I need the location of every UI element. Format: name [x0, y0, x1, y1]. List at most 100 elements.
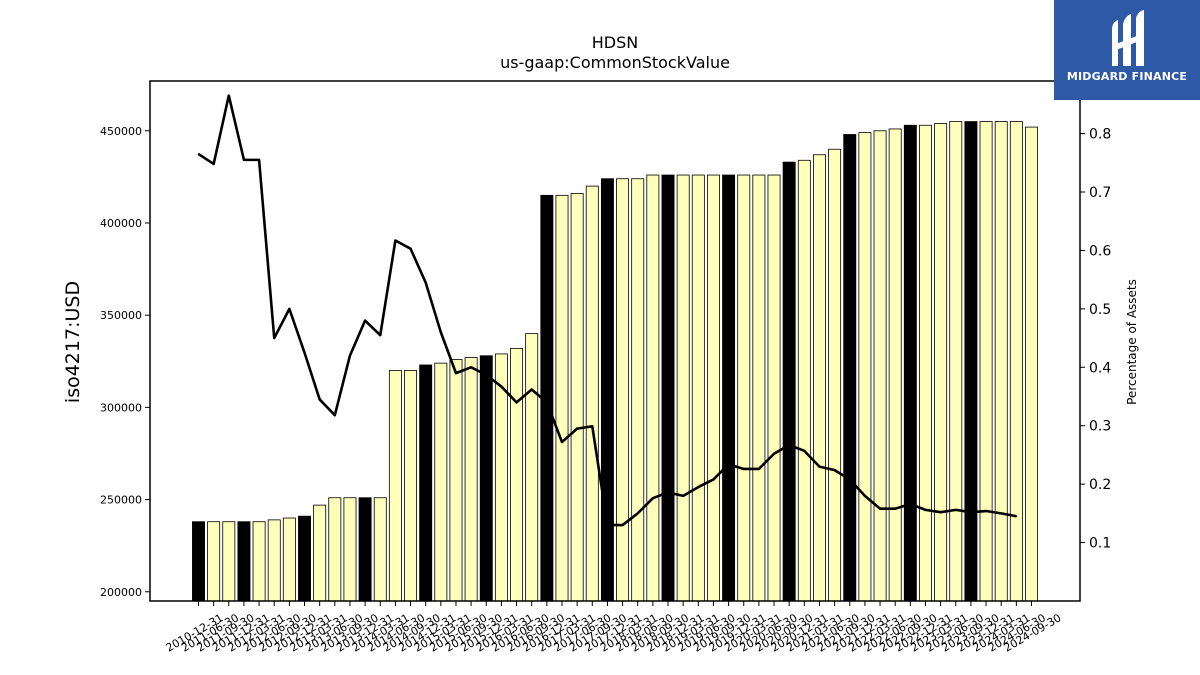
line-point	[334, 414, 336, 417]
line-point	[879, 507, 881, 510]
bar	[828, 148, 842, 602]
bar	[1009, 121, 1023, 602]
line-point	[455, 372, 457, 374]
midgard-finance-logo: MIDGARD FINANCE	[1054, 0, 1200, 100]
bar	[767, 174, 781, 602]
line-point	[848, 478, 851, 481]
y2-tick-label: 0.5	[1089, 302, 1111, 318]
line-point	[742, 468, 745, 470]
line-point	[364, 319, 366, 322]
chart-subtitle: us-gaap:CommonStockValue	[500, 53, 730, 72]
line-point	[424, 281, 427, 284]
bar	[616, 178, 630, 602]
bar	[934, 123, 948, 602]
bar	[449, 359, 463, 602]
line-point	[636, 512, 639, 515]
bar	[343, 497, 357, 602]
line-point	[576, 427, 578, 430]
bar	[267, 519, 281, 602]
line-point	[924, 509, 927, 511]
bar	[388, 370, 402, 602]
line-point	[773, 452, 775, 455]
line-point	[803, 450, 806, 452]
line-point	[939, 511, 942, 513]
bar-series	[192, 121, 1038, 602]
line-point	[379, 334, 382, 336]
line-point	[727, 463, 730, 466]
line-point	[833, 469, 836, 471]
bar	[994, 121, 1008, 602]
line-point	[818, 465, 821, 468]
line-point	[667, 491, 669, 494]
line-point	[197, 153, 200, 155]
bar	[752, 174, 766, 602]
bar	[706, 174, 720, 602]
bar	[525, 333, 539, 602]
bar	[328, 497, 342, 602]
bar	[479, 355, 493, 602]
chart-title: HDSN	[592, 33, 638, 52]
bar	[858, 132, 872, 602]
line-point	[485, 374, 488, 376]
bar	[979, 121, 993, 602]
line-point	[440, 331, 442, 334]
line-point	[273, 337, 276, 339]
y2-tick-label: 0.6	[1089, 243, 1111, 259]
logo-mark-icon	[1112, 10, 1144, 66]
bar	[888, 128, 902, 602]
line-point	[530, 388, 533, 391]
bar	[691, 174, 705, 602]
bar	[358, 497, 372, 602]
bar	[949, 121, 963, 602]
line-point	[591, 425, 594, 428]
bar	[676, 174, 690, 602]
bar	[782, 161, 796, 602]
line-point	[985, 510, 987, 512]
bar	[919, 124, 932, 602]
y-tick-label: 350000	[100, 309, 142, 322]
line-point	[243, 159, 245, 161]
line-point	[303, 351, 306, 354]
line-point	[515, 401, 518, 404]
line-point	[621, 524, 624, 526]
bar	[600, 178, 614, 602]
line-point	[409, 247, 412, 250]
bar	[313, 504, 327, 602]
line-point	[349, 354, 351, 357]
line-point	[394, 239, 397, 242]
bar	[237, 521, 251, 602]
line-point	[682, 495, 684, 497]
bar	[737, 174, 751, 602]
bar	[964, 121, 978, 602]
line-point	[652, 497, 654, 499]
line-point	[470, 366, 472, 369]
bar	[404, 370, 418, 602]
y2-tick-label: 0.2	[1089, 477, 1111, 493]
bar	[252, 521, 266, 602]
line-point	[546, 401, 548, 404]
bar	[646, 174, 660, 602]
x-axis: 2010-12-312011-06-302011-09-302011-12-31…	[164, 601, 1064, 655]
line-point	[606, 524, 609, 526]
y2-tick-label: 0.7	[1089, 185, 1111, 201]
plot-frame	[149, 80, 1081, 602]
y2-tick-label: 0.1	[1089, 536, 1111, 552]
y-axis-right: 0.1 0.2 0.3 0.4 0.5 0.6 0.7 0.8	[1080, 127, 1111, 552]
bar	[873, 130, 887, 602]
bar	[570, 193, 584, 602]
y2-tick-label: 0.4	[1089, 360, 1111, 376]
y-tick-label: 300000	[100, 401, 142, 414]
bar	[797, 159, 811, 602]
line-point	[258, 159, 260, 161]
bar	[419, 364, 433, 602]
bar	[434, 362, 448, 602]
bar	[464, 357, 478, 602]
y-tick-label: 450000	[100, 125, 142, 138]
y-tick-label: 250000	[100, 494, 142, 507]
bar	[222, 521, 236, 602]
bar	[661, 174, 675, 602]
line-point	[318, 398, 321, 401]
line-point	[758, 468, 760, 470]
line-point	[894, 507, 896, 510]
y2-axis-label: Percentage of Assets	[1125, 279, 1139, 405]
